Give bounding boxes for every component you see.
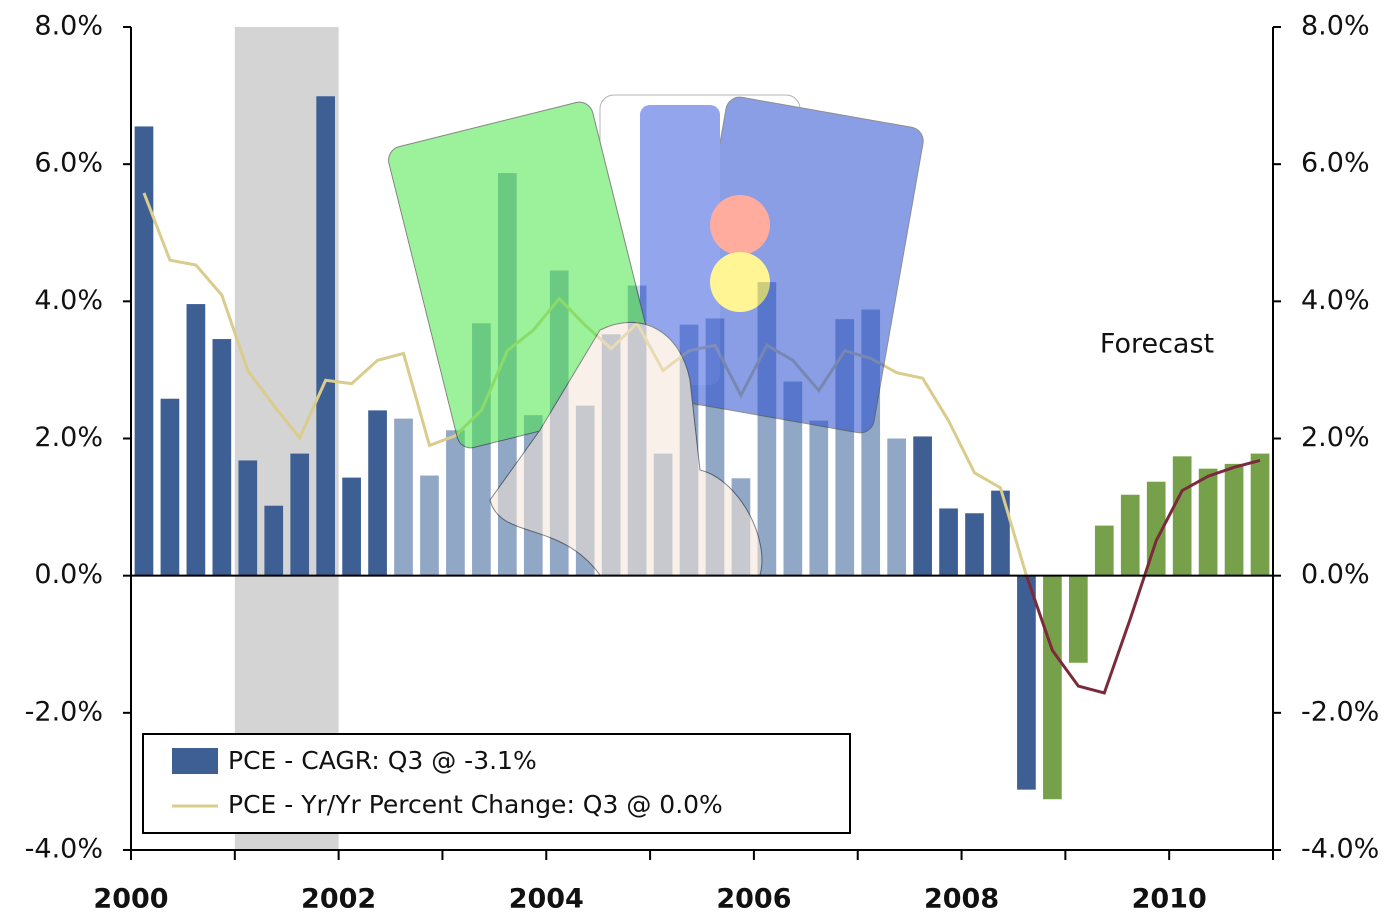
bar: [1199, 469, 1218, 576]
y2-tick-label: 6.0%: [1301, 148, 1370, 179]
bar: [316, 96, 335, 575]
bar: [1251, 454, 1270, 576]
logo: [710, 252, 770, 312]
legend-label: PCE - Yr/Yr Percent Change: Q3 @ 0.0%: [228, 790, 723, 819]
x-tick-label: 2006: [716, 884, 791, 915]
x-tick-label: 2002: [301, 884, 376, 915]
bar: [342, 478, 361, 576]
bar: [991, 491, 1010, 576]
bar: [1095, 526, 1114, 576]
y-tick-label: 0.0%: [34, 559, 103, 590]
bar: [1069, 576, 1088, 663]
chart: -4.0% -2.0% 0.0% 2.0% 4.0% 6.0% 8.0% -4.0% -2.0%…: [0, 0, 1394, 918]
annotation: Forecast: [1100, 329, 1214, 360]
y-tick-label: 8.0%: [34, 11, 103, 42]
bar: [939, 508, 958, 575]
x-tick-label: 2010: [1132, 884, 1207, 915]
y2-tick-label: 2.0%: [1301, 422, 1370, 453]
bar: [264, 506, 283, 576]
x-tick-label: 2004: [509, 884, 584, 915]
bar: [1225, 464, 1244, 576]
bar: [1043, 576, 1062, 800]
bar: [965, 513, 984, 575]
legend: PCE - CAGR: Q3 @ -3.1% PCE - Yr/Yr Percen…: [143, 734, 850, 833]
legend-label: PCE - CAGR: Q3 @ -3.1%: [228, 746, 537, 775]
y2-tick-label: -4.0%: [1301, 834, 1379, 865]
x-tick-label: 2008: [924, 884, 999, 915]
x-tick-label: 2000: [93, 884, 168, 915]
bar: [1121, 495, 1140, 576]
bar: [1017, 576, 1036, 790]
bar: [290, 454, 309, 576]
y-tick-label: -4.0%: [25, 834, 103, 865]
y-tick-label: 2.0%: [34, 422, 103, 453]
bar: [809, 421, 828, 576]
y-tick-label: -2.0%: [25, 696, 103, 727]
y-tick-label: 6.0%: [34, 148, 103, 179]
y2-tick-label: 4.0%: [1301, 285, 1370, 316]
bar: [212, 339, 231, 576]
bar: [394, 419, 413, 576]
bar: [446, 430, 465, 575]
legend-swatch: [172, 748, 218, 774]
bar: [238, 460, 257, 575]
bar: [368, 410, 387, 575]
bar: [913, 436, 932, 575]
bar: [161, 399, 180, 576]
bar: [420, 476, 439, 576]
bar: [187, 304, 206, 576]
bar: [887, 439, 906, 576]
logo: [710, 195, 770, 255]
y2-tick-label: -2.0%: [1301, 696, 1379, 727]
y2-tick-label: 8.0%: [1301, 11, 1370, 42]
bar: [1173, 456, 1192, 575]
y-tick-label: 4.0%: [34, 285, 103, 316]
y2-tick-label: 0.0%: [1301, 559, 1370, 590]
